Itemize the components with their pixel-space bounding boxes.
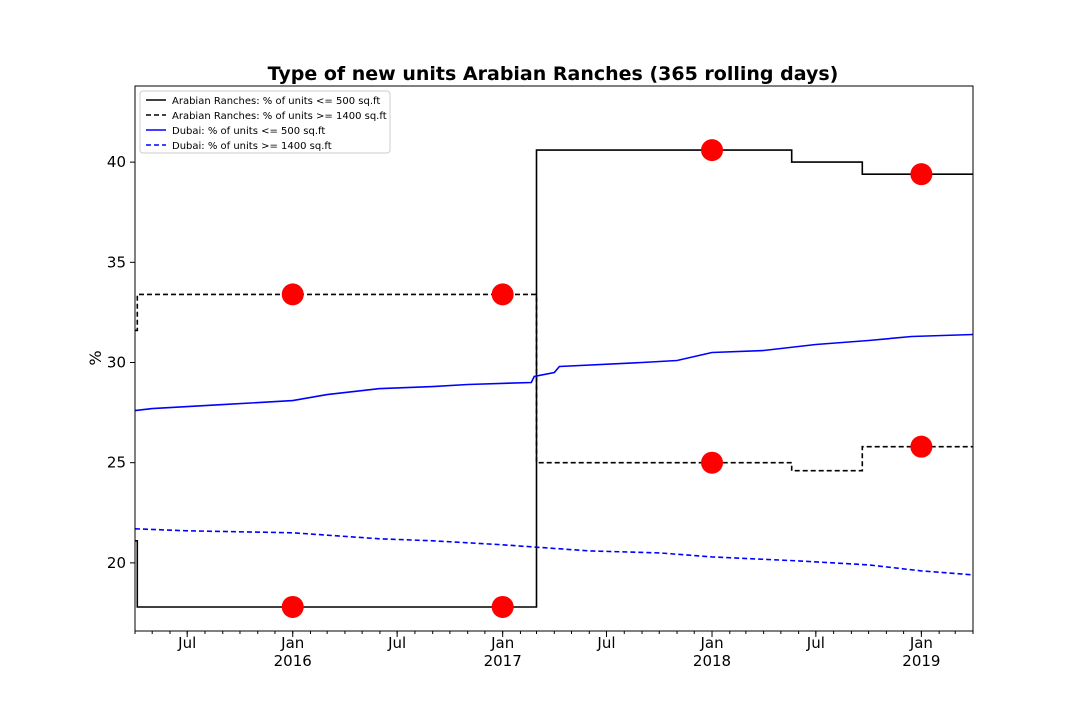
series-line-2 xyxy=(135,293,973,472)
marker-point xyxy=(910,435,933,458)
marker-point xyxy=(491,283,514,306)
y-tick-label: 20 xyxy=(107,554,126,572)
marker-point xyxy=(701,451,724,474)
plot-frame xyxy=(134,85,974,632)
series-line-4 xyxy=(134,528,974,576)
x-tick-label: Jul xyxy=(596,634,615,652)
legend-label: Arabian Ranches: % of units <= 500 sq.ft xyxy=(172,96,380,107)
legend-label: Dubai: % of units >= 1400 sq.ft xyxy=(172,141,332,152)
marker-point xyxy=(491,595,514,618)
y-tick-label: 30 xyxy=(107,354,126,372)
x-tick-year-label: 2017 xyxy=(484,652,522,670)
y-tick-label: 25 xyxy=(107,454,126,472)
marker-point xyxy=(281,283,304,306)
legend-label: Dubai: % of units <= 500 sq.ft xyxy=(172,126,325,137)
y-tick-label: 40 xyxy=(107,153,126,171)
x-tick-label: Jan xyxy=(490,634,514,652)
marker-point xyxy=(910,163,933,186)
x-tick-label: Jan xyxy=(280,634,304,652)
x-tick-year-label: 2016 xyxy=(274,652,312,670)
x-tick-label: Jan xyxy=(909,634,933,652)
x-tick-year-label: 2019 xyxy=(902,652,940,670)
x-tick-year-label: 2018 xyxy=(693,652,731,670)
y-axis-label: % xyxy=(86,350,105,365)
series-line-3 xyxy=(134,333,974,412)
chart-title: Type of new units Arabian Ranches (365 r… xyxy=(268,63,839,85)
marker-point xyxy=(701,139,724,162)
x-tick-label: Jan xyxy=(699,634,723,652)
x-tick-label: Jul xyxy=(177,634,196,652)
legend-label: Arabian Ranches: % of units >= 1400 sq.f… xyxy=(172,111,387,122)
marker-point xyxy=(281,595,304,618)
legend-box xyxy=(139,90,391,154)
series-line-1 xyxy=(135,149,973,608)
x-tick-label: Jul xyxy=(806,634,825,652)
x-tick-label: Jul xyxy=(387,634,406,652)
y-tick-label: 35 xyxy=(107,253,126,271)
legend: Arabian Ranches: % of units <= 500 sq.ft… xyxy=(139,90,391,154)
